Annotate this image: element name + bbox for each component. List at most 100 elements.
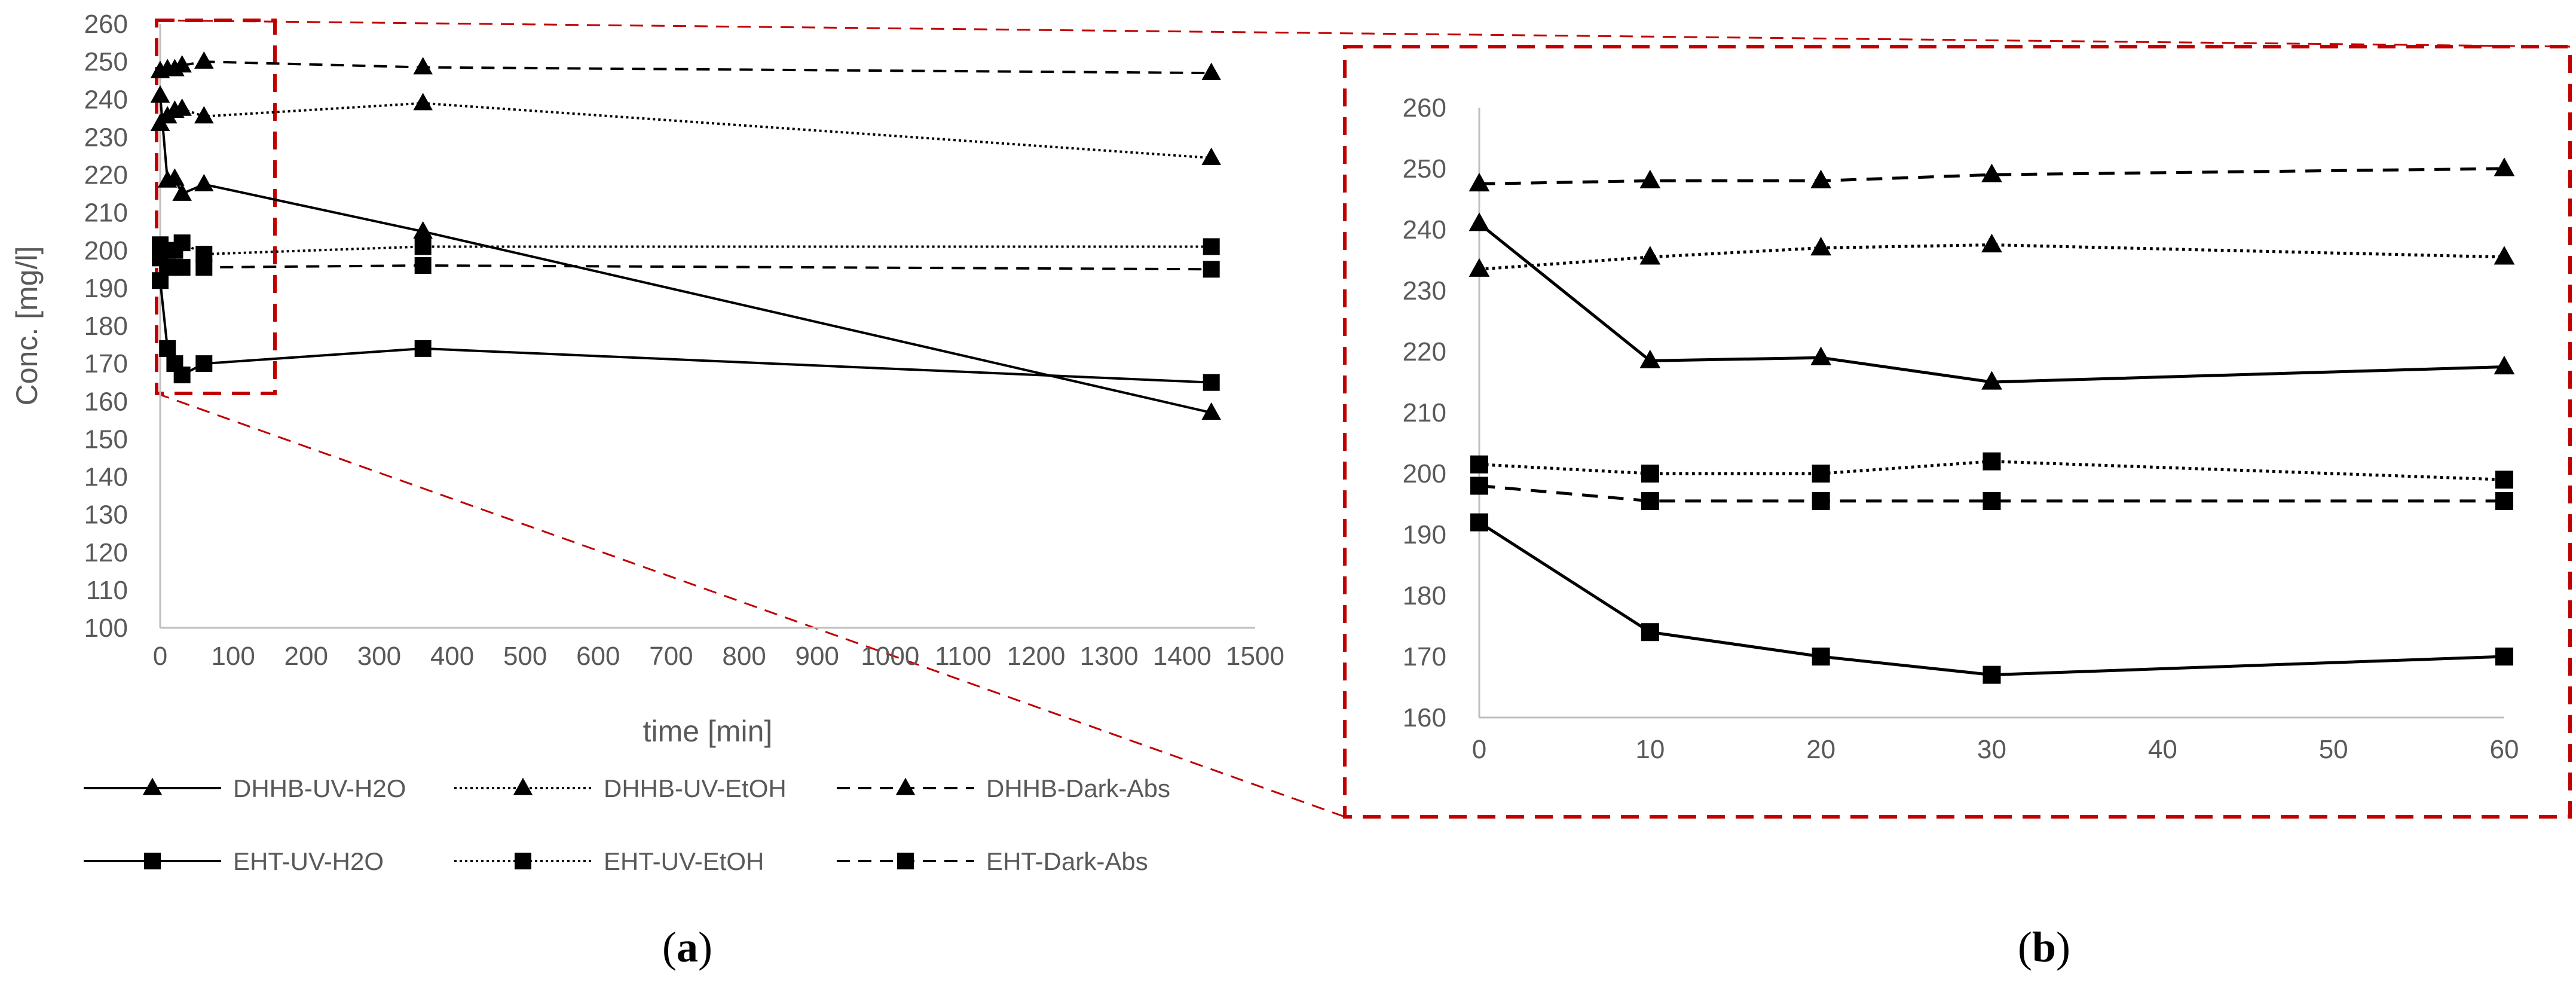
y-tick-label: 100: [84, 613, 128, 643]
data-point: [1812, 492, 1830, 510]
y-tick-label: 210: [84, 199, 128, 228]
data-point: [1470, 455, 1488, 474]
data-point: [414, 238, 432, 255]
series-dhhb-uv-etoh: [150, 93, 1221, 165]
x-tick-label: 0: [1472, 735, 1486, 764]
y-axis-title: Conc. [mg/l]: [10, 246, 44, 406]
series-eht-uv-etoh: [1470, 452, 2513, 489]
legend-item: DHHB-UV-EtOH: [454, 774, 787, 802]
x-tick-label: 20: [1806, 735, 1835, 764]
y-tick-label: 260: [84, 10, 128, 39]
y-tick-label: 230: [1403, 276, 1446, 306]
data-point: [1981, 233, 2002, 253]
data-point: [1203, 261, 1220, 278]
legend-item: EHT-UV-H2O: [84, 847, 384, 875]
series-dhhb-uv-etoh: [1468, 233, 2515, 277]
series-dhhb-dark-abs: [150, 51, 1221, 80]
data-point: [173, 367, 191, 384]
y-tick-label: 170: [84, 349, 128, 378]
x-tick-label: 1000: [861, 642, 919, 671]
y-tick-label: 220: [1403, 337, 1446, 367]
series-dhhb-dark-abs: [1468, 157, 2515, 192]
y-tick-label: 170: [1403, 642, 1446, 671]
data-point: [150, 85, 170, 103]
data-point: [1981, 163, 2002, 182]
data-point: [1639, 169, 1661, 188]
y-tick-label: 230: [84, 123, 128, 152]
data-point: [1810, 237, 1832, 256]
legend-item: DHHB-UV-H2O: [84, 774, 406, 802]
x-tick-label: 400: [430, 642, 474, 671]
y-tick-label: 250: [84, 47, 128, 77]
data-point: [1812, 465, 1830, 483]
y-tick-label: 180: [84, 312, 128, 341]
x-tick-label: 1400: [1153, 642, 1211, 671]
legend-marker: [897, 853, 914, 869]
data-point: [1201, 62, 1221, 80]
zoom-connector-group: [155, 19, 2572, 819]
legend-item: DHHB-Dark-Abs: [837, 774, 1170, 802]
data-point: [194, 106, 214, 124]
x-axis-title: time [min]: [643, 715, 773, 748]
data-point: [173, 259, 191, 276]
x-tick-label: 0: [153, 642, 167, 671]
data-point: [414, 340, 432, 357]
series-eht-uv-h2o: [1470, 513, 2513, 684]
x-tick-label: 1100: [935, 642, 992, 671]
data-point: [172, 98, 192, 116]
data-point: [1468, 172, 1490, 192]
y-tick-label: 110: [86, 576, 128, 605]
x-tick-label: 60: [2490, 735, 2519, 764]
data-point: [172, 183, 192, 201]
data-point: [159, 340, 176, 357]
data-point: [1470, 513, 1488, 532]
data-point: [1201, 147, 1221, 165]
y-tick-label: 240: [1403, 215, 1446, 245]
x-tick-label: 600: [576, 642, 620, 671]
data-point: [172, 55, 192, 73]
x-tick-label: 200: [284, 642, 328, 671]
series-dhhb-uv-h2o: [150, 85, 1221, 420]
data-point: [1203, 238, 1220, 255]
series-eht-dark-abs: [152, 249, 1220, 278]
chart-a: 100 110 120 130 140 150 160 170 180 190 200 210 220 2…: [10, 10, 1284, 748]
series-eht-uv-etoh: [152, 234, 1220, 263]
data-point: [1810, 169, 1832, 188]
legend: DHHB-UV-H2O DHHB-UV-EtOH DHHB-Dark-Abs EHT-…: [84, 774, 1170, 875]
x-tick-label: 40: [2148, 735, 2177, 764]
series-eht-uv-h2o: [152, 272, 1220, 391]
data-point: [414, 257, 432, 274]
data-point: [1641, 623, 1659, 642]
legend-label: DHHB-UV-EtOH: [604, 774, 787, 802]
legend-marker: [144, 853, 161, 869]
x-tick-label: 500: [503, 642, 547, 671]
data-point: [413, 57, 433, 75]
x-tick-label: 1200: [1007, 642, 1066, 671]
legend-item: EHT-Dark-Abs: [837, 847, 1148, 875]
legend-label: EHT-Dark-Abs: [986, 847, 1148, 875]
data-point: [2495, 648, 2513, 665]
series-line: [159, 242, 1211, 256]
data-point: [1641, 465, 1659, 483]
x-tick-label: 1500: [1226, 642, 1284, 671]
y-tick-label: 190: [84, 274, 128, 303]
data-point: [194, 51, 214, 69]
series-line: [160, 60, 1211, 75]
data-point: [1201, 402, 1221, 420]
data-point: [413, 221, 433, 239]
data-point: [1639, 246, 1661, 265]
x-tick-label: 300: [357, 642, 401, 671]
legend-label: EHT-UV-H2O: [233, 847, 384, 875]
y-tick-label: 250: [1403, 154, 1446, 184]
data-point: [1810, 346, 1832, 365]
series-line: [159, 280, 1211, 384]
data-point: [1639, 349, 1661, 368]
data-point: [173, 234, 191, 252]
legend-marker: [515, 853, 531, 869]
legend-label: DHHB-Dark-Abs: [986, 774, 1170, 802]
zoom-region-box: [155, 19, 277, 395]
data-point: [2495, 471, 2513, 489]
x-tick-label: 1300: [1080, 642, 1139, 671]
data-point: [195, 259, 213, 276]
